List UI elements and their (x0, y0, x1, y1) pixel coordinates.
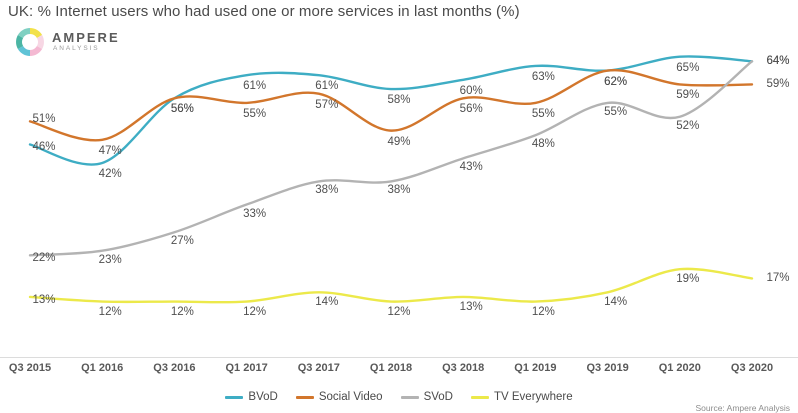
legend-swatch-icon (470, 395, 489, 399)
data-label: 60% (459, 84, 483, 97)
legend-item-social-video[interactable]: Social Video (295, 391, 383, 403)
x-axis-tick-3: Q1 2017 (225, 362, 268, 374)
data-label: 13% (459, 300, 483, 313)
legend-item-svod[interactable]: SVoD (400, 391, 453, 403)
legend-swatch-icon (295, 395, 314, 399)
data-label: 63% (531, 70, 555, 83)
data-label: 59% (766, 78, 790, 91)
data-label: 65% (676, 61, 700, 74)
data-label: 43% (459, 161, 483, 174)
legend-swatch-icon (225, 395, 244, 399)
x-axis-tick-9: Q1 2020 (658, 362, 701, 374)
x-axis-tick-1: Q1 2016 (81, 362, 124, 374)
data-label: 64% (766, 55, 790, 68)
data-label: 42% (98, 167, 122, 180)
legend-label: BVoD (248, 391, 278, 403)
chart-legend: BVoD Social Video SVoD TV Everywhere (0, 391, 798, 403)
data-label: 62% (604, 75, 628, 88)
data-label: 33% (243, 207, 267, 220)
page-title: UK: % Internet users who had used one or… (8, 3, 520, 20)
ampere-donut-logo-icon (14, 26, 46, 58)
legend-item-tv-everywhere[interactable]: TV Everywhere (470, 391, 573, 403)
data-label: 38% (315, 184, 339, 197)
data-label: 56% (170, 103, 194, 116)
data-label: 61% (315, 80, 339, 93)
data-label: 55% (531, 107, 555, 120)
legend-item-bvod[interactable]: BVoD (225, 391, 278, 403)
x-axis-tick-4: Q3 2017 (297, 362, 340, 374)
data-label: 62% (604, 75, 628, 88)
data-label: 47% (98, 144, 122, 157)
series-line-social-video (28, 68, 754, 142)
series-line-tv-everywhere (28, 267, 754, 304)
data-label: 12% (387, 305, 411, 318)
data-label: 58% (387, 94, 411, 107)
data-label: 12% (170, 305, 194, 318)
source-note: Source: Ampere Analysis (695, 403, 791, 413)
data-label: 22% (32, 252, 56, 265)
data-label: 55% (243, 107, 267, 120)
legend-label: TV Everywhere (493, 391, 573, 403)
legend-swatch-icon (400, 395, 419, 399)
legend-label: SVoD (423, 391, 453, 403)
data-label: 19% (676, 273, 700, 286)
x-axis-tick-7: Q1 2019 (514, 362, 557, 374)
data-label: 59% (676, 89, 700, 102)
x-axis-tick-5: Q1 2018 (369, 362, 413, 374)
ampere-analysis-logo: AMPERE ANALYSIS (14, 26, 136, 60)
x-axis-tick-2: Q3 2016 (153, 362, 196, 374)
data-label: 13% (32, 293, 56, 306)
data-label: 64% (766, 55, 790, 68)
data-label: 27% (170, 235, 194, 248)
data-label: 49% (387, 135, 411, 148)
data-label: 14% (604, 296, 628, 309)
series-line-svod (28, 60, 754, 257)
x-axis-tick-10: Q3 2020 (730, 362, 774, 374)
data-label: 38% (387, 184, 411, 197)
data-label: 14% (315, 296, 339, 309)
data-label: 61% (243, 80, 267, 93)
data-label: 17% (766, 272, 790, 285)
brand-tagline: ANALYSIS (53, 45, 100, 52)
x-axis-tick-0: Q3 2015 (8, 362, 52, 374)
data-label: 57% (315, 98, 339, 111)
data-label: 55% (604, 105, 628, 118)
x-axis-line (0, 357, 798, 358)
data-label: 52% (676, 119, 700, 132)
data-label: 51% (32, 113, 56, 126)
x-axis-tick-labels: Q3 2015 Q1 2016 Q3 2016 Q1 2017 Q3 2017 Q1 20… (0, 362, 798, 382)
data-label: 23% (98, 253, 122, 266)
line-chart-plot-area: 46% 42% 56% 61% 61% 58% 60% 63% 62% 65% 64% 51% 47% 5… (28, 55, 790, 318)
data-label: 12% (243, 305, 267, 318)
x-axis-tick-8: Q3 2019 (586, 362, 629, 374)
chart-svg (28, 55, 754, 304)
legend-label: Social Video (318, 391, 383, 403)
data-label: 46% (32, 141, 56, 154)
data-label: 12% (531, 305, 555, 318)
data-label: 48% (531, 138, 555, 151)
data-label: 56% (170, 103, 194, 116)
data-label: 56% (459, 103, 483, 116)
brand-name: AMPERE (52, 30, 120, 45)
x-axis-tick-6: Q3 2018 (442, 362, 485, 374)
series-line-bvod (28, 55, 754, 166)
data-label: 12% (98, 305, 122, 318)
